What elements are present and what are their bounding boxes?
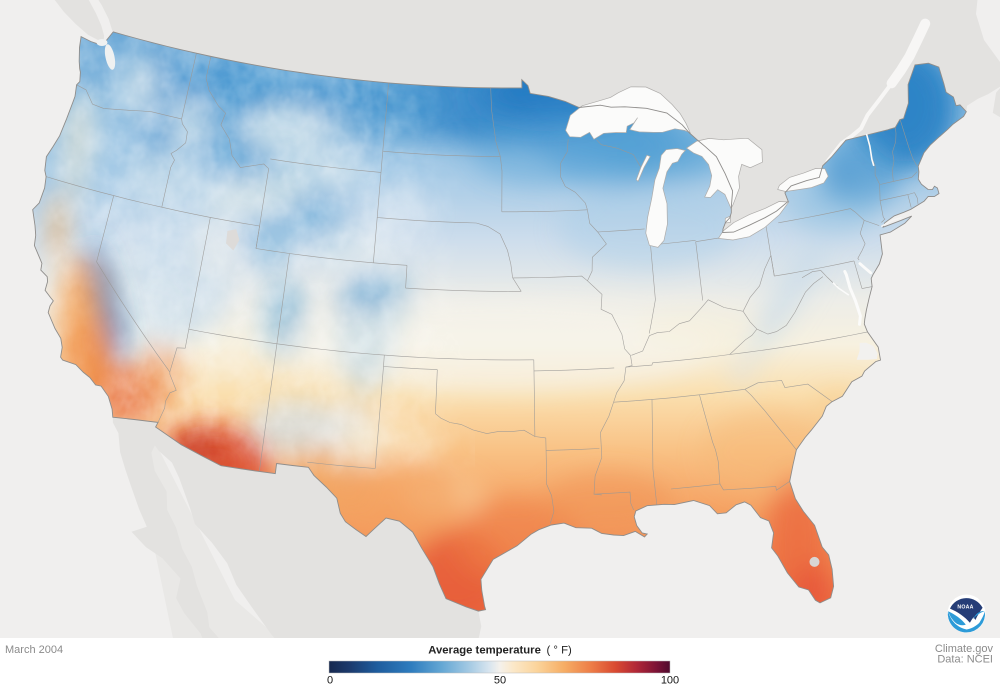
svg-text:0: 0 bbox=[327, 675, 333, 687]
svg-text:Data: NCEI: Data: NCEI bbox=[937, 654, 993, 666]
svg-text:Average temperature ( ° F): Average temperature ( ° F) bbox=[428, 645, 572, 657]
svg-text:March 2004: March 2004 bbox=[5, 644, 63, 656]
svg-text:NOAA: NOAA bbox=[957, 604, 973, 610]
svg-text:50: 50 bbox=[494, 675, 506, 687]
svg-text:Climate.gov: Climate.gov bbox=[935, 643, 994, 655]
svg-text:100: 100 bbox=[661, 675, 679, 687]
